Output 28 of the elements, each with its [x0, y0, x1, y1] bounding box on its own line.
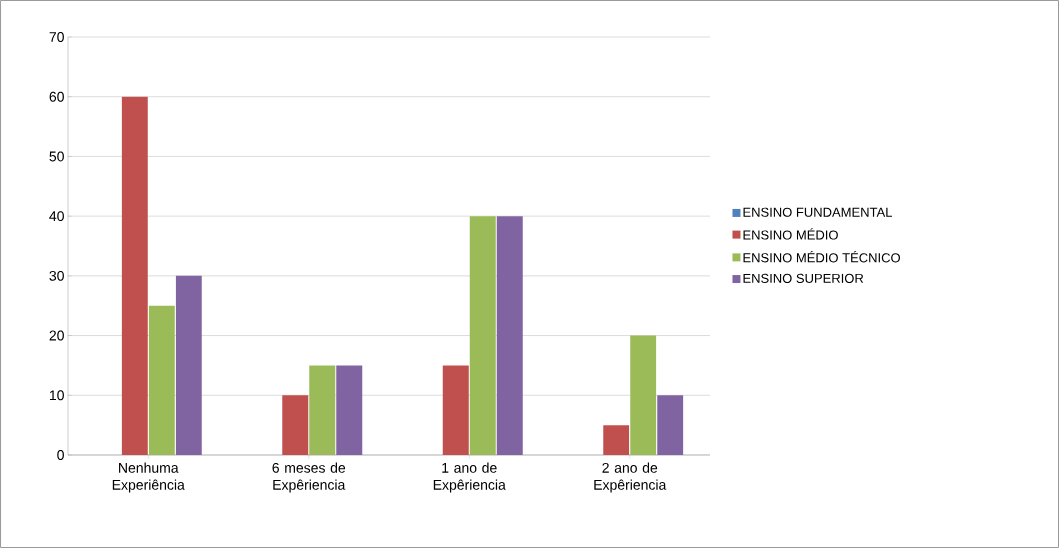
- bar: [630, 335, 657, 455]
- legend-label: ENSINO SUPERIOR: [743, 273, 864, 283]
- y-tick-label: 30: [49, 270, 64, 281]
- legend-label: ENSINO FUNDAMENTAL: [743, 207, 893, 217]
- y-tick-label: 50: [49, 151, 64, 162]
- x-tick-label: 2 ano de Expêriencia: [594, 462, 667, 493]
- bar: [121, 96, 148, 455]
- bar: [175, 275, 202, 455]
- x-tick-label: 1 ano de Expêriencia: [433, 462, 506, 493]
- legend-label: ENSINO MÉDIO: [743, 228, 838, 240]
- y-tick-label: 10: [49, 390, 64, 401]
- bar: [148, 305, 175, 455]
- bar: [282, 395, 309, 455]
- bar: [603, 425, 630, 455]
- x-tick-label: Nenhuma Experiência: [112, 462, 185, 493]
- bar: [309, 365, 336, 455]
- bar: [469, 216, 496, 455]
- y-tick-label: 60: [49, 91, 64, 102]
- bar: [657, 395, 684, 455]
- bar: [496, 216, 523, 455]
- legend-label: ENSINO MÉDIO TÉCNICO: [743, 250, 901, 263]
- y-tick-label: 0: [57, 450, 64, 460]
- x-tick-label: 6 meses de Expêriencia: [272, 462, 346, 493]
- y-tick-label: 40: [49, 211, 64, 222]
- y-tick-label: 20: [49, 330, 64, 341]
- bar: [442, 365, 469, 455]
- y-tick-label: 70: [49, 32, 64, 42]
- bar: [336, 365, 363, 455]
